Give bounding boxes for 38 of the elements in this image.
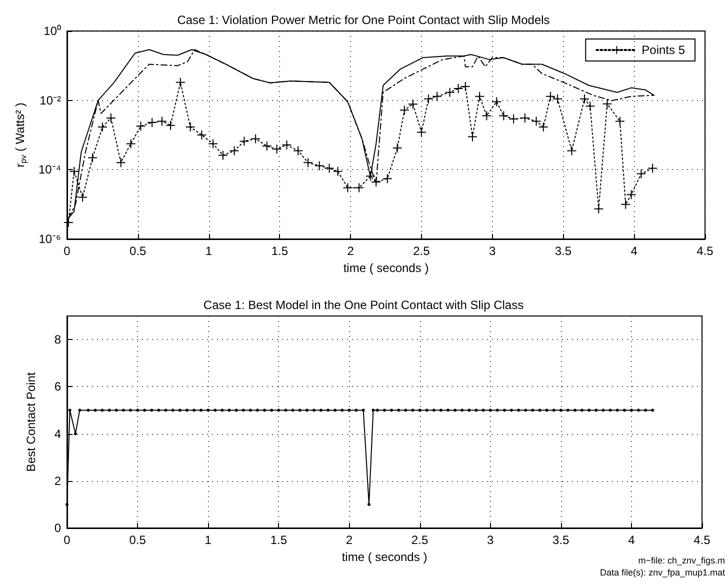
legend-label: Points 5 [642, 43, 686, 57]
x-axis-title: time ( seconds ) [343, 260, 429, 275]
y-tick-label: 10⁻⁶ [38, 232, 62, 246]
y-axis-title: Best Contact Point [24, 372, 38, 472]
x-tick-label: 2 [346, 533, 353, 547]
y-tick-label: 6 [54, 380, 62, 394]
chart-title: Case 1: Violation Power Metric for One Point Contact with Slip Models [177, 13, 550, 27]
x-tick-label: 4.5 [696, 244, 714, 258]
x-tick-label: 4 [628, 533, 636, 547]
x-tick-label: 0 [64, 244, 71, 258]
y-tick-label: 10⁰ [44, 24, 61, 38]
text: m−file: ch_znv_figs.m [638, 556, 726, 566]
x-tick-label: 3 [486, 533, 494, 547]
text: Data file(s): znv_fpa_mup1.mat [600, 568, 726, 578]
y-tick-label: 8 [54, 332, 62, 347]
x-tick-label: 3.5 [554, 244, 572, 258]
chart-title: Case 1: Best Model in the One Point Contact with Slip Class [203, 298, 524, 312]
y-tick-label: 4 [54, 426, 62, 441]
y-tick-label: 0 [54, 521, 62, 535]
x-tick-label: 3.5 [552, 533, 570, 547]
x-tick-label: 3 [488, 244, 496, 258]
x-tick-label: 2.5 [413, 244, 430, 258]
y-tick-label: 2 [54, 474, 62, 488]
x-tick-label: 1.5 [270, 533, 288, 547]
x-tick-label: 0.5 [130, 244, 147, 258]
x-tick-label: 0.5 [129, 533, 146, 547]
y-axis-title: rpv ( Watts² ) [13, 102, 28, 168]
x-tick-label: 4.5 [694, 533, 711, 547]
x-tick-label: 4 [630, 244, 638, 258]
x-tick-label: 1.5 [271, 244, 288, 258]
y-tick-label: 10⁻⁴ [38, 162, 61, 177]
y-tick-label: 10⁻² [40, 93, 62, 108]
x-tick-label: 2 [347, 244, 354, 258]
x-tick-label: 0 [64, 533, 71, 547]
x-tick-label: 1 [205, 244, 212, 258]
x-tick-label: 1 [204, 533, 212, 547]
x-axis-title: time ( seconds ) [342, 550, 428, 564]
x-tick-label: 2.5 [411, 533, 428, 547]
